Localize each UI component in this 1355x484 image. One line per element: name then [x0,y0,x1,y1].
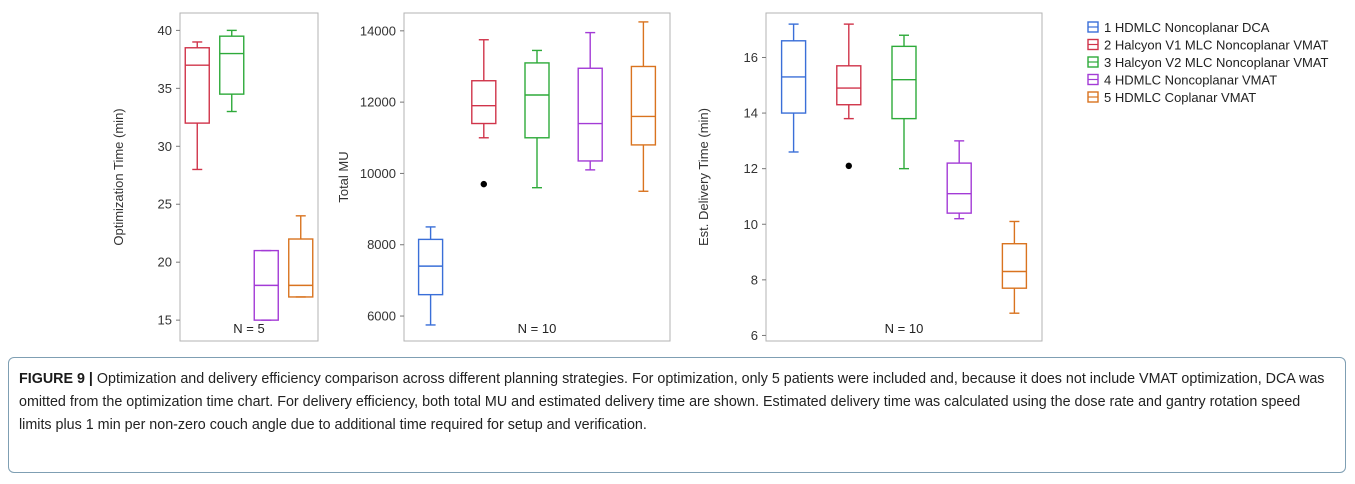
legend-item-4: 4 HDMLC Noncoplanar VMAT [1087,73,1277,88]
box-iqr [630,65,657,146]
box-iqr [524,62,550,139]
y-tick-label: 35 [158,81,172,96]
legend-label: 5 HDMLC Coplanar VMAT [1104,90,1256,105]
box-plot-group-5 [288,215,314,298]
y-tick-label: 15 [158,313,172,328]
legend-label: 2 Halcyon V1 MLC Noncoplanar VMAT [1104,38,1329,53]
legend-item-3: 3 Halcyon V2 MLC Noncoplanar VMAT [1087,55,1329,70]
box-plot-group-1 [417,226,444,326]
box-iqr [288,238,314,298]
plot-frame [403,12,671,342]
box-iqr [836,65,862,106]
y-tick-label: 14000 [360,23,396,38]
outlier-point [845,162,852,170]
plot-frame [765,12,1043,342]
y-tick-label: 25 [158,197,172,212]
y-tick-label: 10000 [360,166,396,181]
optimization-time-panel: 15 20 25 30 35 40 Optimization Time (min) N = 5 [111,12,319,342]
y-axis-label: Est. Delivery Time (min) [696,108,711,246]
legend-label: 4 HDMLC Noncoplanar VMAT [1104,73,1277,88]
legend-item-2: 2 Halcyon V1 MLC Noncoplanar VMAT [1087,38,1329,53]
box-plot-group-4 [946,140,972,220]
box-iqr [219,35,245,95]
total-mu-panel: 6000 8000 10000 12000 14000 Total MU N = 10 [336,12,671,342]
y-tick-label: 14 [744,106,758,121]
box-plot-group-4 [577,31,603,171]
figure-caption-text: Optimization and delivery efficiency com… [19,371,1325,433]
y-tick-label: 20 [158,255,172,270]
box-plot-group-2 [184,41,210,171]
box-plot-group-3 [219,29,245,113]
box-plot-group-5 [1001,220,1028,314]
box-plot-group-5 [630,21,657,192]
y-tick-label: 8000 [367,237,396,252]
box-iqr [1001,243,1028,289]
legend-label: 1 HDMLC Noncoplanar DCA [1104,20,1270,35]
box-plot-group-3 [524,49,550,189]
sample-size-label: N = 10 [885,321,924,336]
sample-size-label: N = 10 [518,321,557,336]
legend-item-1: 1 HDMLC Noncoplanar DCA [1087,20,1270,35]
y-axis-label: Total MU [336,151,351,202]
box-iqr [946,162,972,214]
plot-frame [179,12,319,342]
box-iqr [577,67,603,162]
y-tick-label: 16 [744,50,758,65]
box-plot-group-3 [891,34,917,170]
box-plot-group-4 [253,249,279,321]
box-plot-group-1 [780,23,807,153]
box-iqr [417,238,444,296]
figure-caption: FIGURE 9 | Optimization and delivery eff… [8,357,1346,473]
box-iqr [891,45,917,120]
box-iqr [471,80,497,125]
legend-item-5: 5 HDMLC Coplanar VMAT [1087,90,1256,105]
legend: 1 HDMLC Noncoplanar DCA 2 Halcyon V1 MLC … [1087,20,1329,105]
y-tick-label: 30 [158,139,172,154]
box-iqr [184,47,210,124]
box-plot-group-2 [471,39,497,188]
figure-caption-label: FIGURE 9 | [19,371,93,387]
y-tick-label: 6 [751,328,758,343]
legend-label: 3 Halcyon V2 MLC Noncoplanar VMAT [1104,55,1329,70]
sample-size-label: N = 5 [233,321,264,336]
y-tick-label: 12000 [360,95,396,110]
y-tick-label: 40 [158,23,172,38]
y-axis-label: Optimization Time (min) [111,108,126,245]
y-tick-label: 6000 [367,309,396,324]
box-plot-group-2 [836,23,862,170]
outlier-point [480,180,487,188]
y-tick-label: 10 [744,217,758,232]
y-tick-label: 12 [744,161,758,176]
delivery-time-panel: 6 8 10 12 14 16 Est. Delivery Time (min) N = 10 [696,12,1043,343]
y-tick-label: 8 [751,272,758,287]
